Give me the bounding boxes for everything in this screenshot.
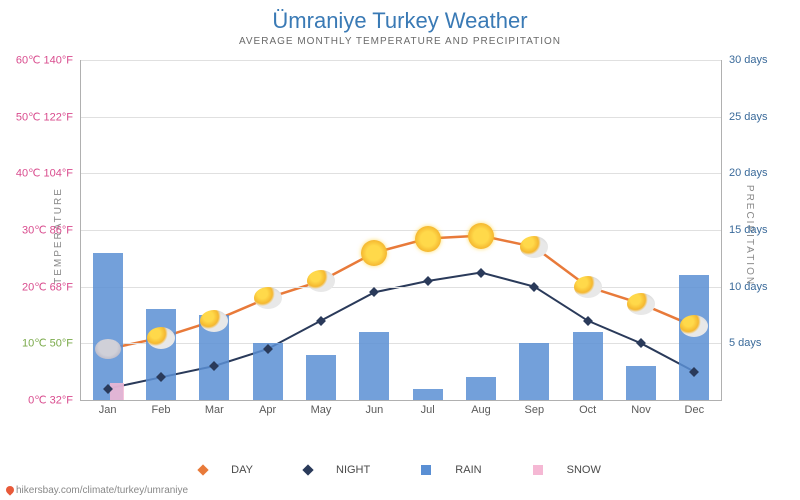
cloud-icon	[307, 270, 335, 292]
rain-bar	[359, 332, 389, 400]
x-tick: Aug	[461, 404, 501, 416]
y-right-tick: 30 days	[729, 54, 779, 66]
y-left-tick: 50℃ 122°F	[13, 110, 73, 123]
rain-bar	[146, 309, 176, 400]
legend: DAY NIGHT RAIN SNOW	[0, 464, 800, 476]
rain-bar	[93, 253, 123, 400]
x-tick: Oct	[568, 404, 608, 416]
gridline	[81, 343, 721, 344]
rain-bar	[466, 377, 496, 400]
rain-bar	[573, 332, 603, 400]
sun-icon	[415, 226, 441, 252]
raincloud-icon	[95, 339, 121, 359]
x-tick: Jan	[88, 404, 128, 416]
x-tick: Dec	[674, 404, 714, 416]
sun-icon	[468, 223, 494, 249]
y-right-tick: 15 days	[729, 224, 779, 236]
chart-area: TEMPERATURE PRECIPITATION 0℃ 32°F10℃ 50°…	[80, 60, 720, 420]
x-tick: Apr	[248, 404, 288, 416]
legend-snow: SNOW	[521, 464, 613, 476]
cloud-icon	[627, 293, 655, 315]
rain-bar	[519, 343, 549, 400]
cloud-icon	[680, 315, 708, 337]
y-right-tick: 5 days	[729, 337, 779, 349]
gridline	[81, 230, 721, 231]
source-url: hikersbay.com/climate/turkey/umraniye	[6, 485, 188, 496]
x-tick: Sep	[514, 404, 554, 416]
x-tick: Nov	[621, 404, 661, 416]
gridline	[81, 117, 721, 118]
x-tick: Jul	[408, 404, 448, 416]
plot-region: 0℃ 32°F10℃ 50°F20℃ 68°F30℃ 86°F40℃ 104°F…	[80, 60, 722, 401]
snow-bar	[110, 383, 124, 400]
cloud-icon	[200, 310, 228, 332]
y-left-tick: 30℃ 86°F	[13, 224, 73, 237]
x-tick: Mar	[194, 404, 234, 416]
gridline	[81, 173, 721, 174]
cloud-icon	[147, 327, 175, 349]
y-left-tick: 60℃ 140°F	[13, 54, 73, 67]
cloud-icon	[574, 276, 602, 298]
chart-title: Ümraniye Turkey Weather	[0, 0, 800, 34]
pin-icon	[4, 485, 15, 496]
y-left-tick: 0℃ 32°F	[13, 394, 73, 407]
y-right-tick: 20 days	[729, 167, 779, 179]
y-right-tick: 10 days	[729, 281, 779, 293]
cloud-icon	[254, 287, 282, 309]
gridline	[81, 60, 721, 61]
rain-bar	[413, 389, 443, 400]
legend-day: DAY	[187, 464, 265, 476]
gridline	[81, 287, 721, 288]
rain-bar	[306, 355, 336, 400]
y-left-tick: 20℃ 68°F	[13, 280, 73, 293]
x-tick: Jun	[354, 404, 394, 416]
y-right-tick: 25 days	[729, 111, 779, 123]
legend-night: NIGHT	[292, 464, 382, 476]
cloud-icon	[520, 236, 548, 258]
x-tick: May	[301, 404, 341, 416]
sun-icon	[361, 240, 387, 266]
legend-rain: RAIN	[409, 464, 493, 476]
x-tick: Feb	[141, 404, 181, 416]
y-left-tick: 10℃ 50°F	[13, 337, 73, 350]
y-left-tick: 40℃ 104°F	[13, 167, 73, 180]
rain-bar	[679, 275, 709, 400]
rain-bar	[626, 366, 656, 400]
chart-subtitle: AVERAGE MONTHLY TEMPERATURE AND PRECIPIT…	[0, 36, 800, 47]
